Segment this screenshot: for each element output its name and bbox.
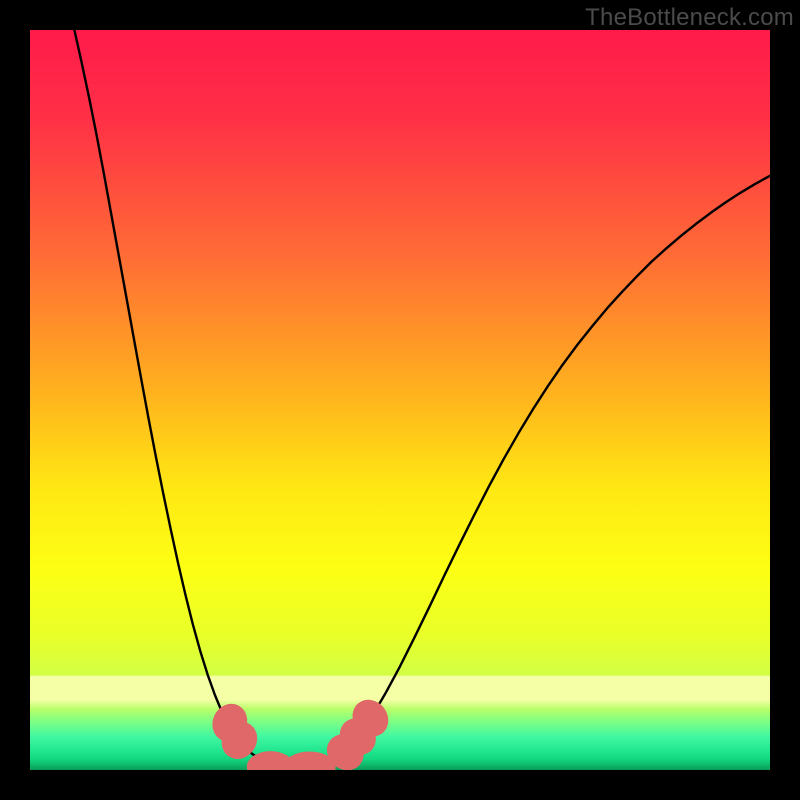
gradient-background — [30, 30, 770, 770]
chart-svg — [30, 30, 770, 770]
chart-stage: TheBottleneck.com — [0, 0, 800, 800]
watermark-text: TheBottleneck.com — [585, 4, 794, 32]
plot-area — [30, 30, 770, 770]
